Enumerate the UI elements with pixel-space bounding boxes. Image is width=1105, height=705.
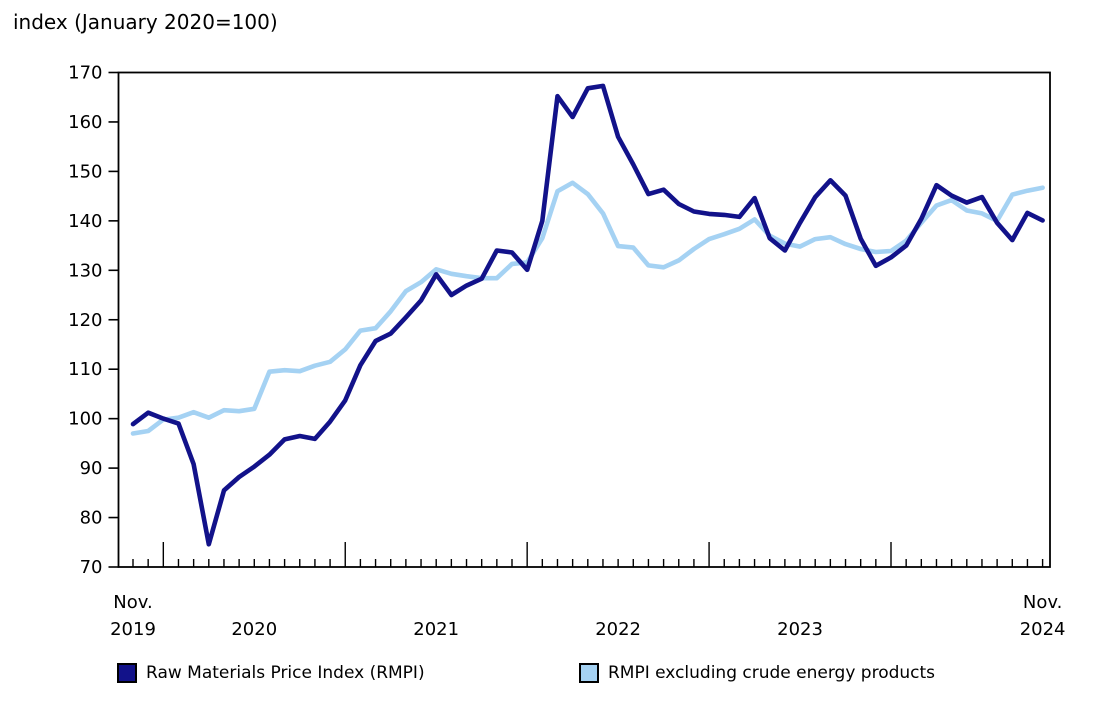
rmpi-swatch: [117, 663, 137, 683]
chart-title: index (January 2020=100): [13, 10, 278, 34]
x-axis-label: 2022: [595, 619, 641, 640]
x-axis-label: 2024: [1020, 619, 1066, 640]
x-axis-label: 2020: [231, 619, 277, 640]
y-tick-label: 160: [68, 112, 102, 133]
legend-item-ex-energy: RMPI excluding crude energy products: [579, 660, 935, 686]
y-tick-label: 150: [68, 161, 102, 182]
y-tick-label: 70: [80, 557, 103, 578]
y-tick-label: 130: [68, 260, 102, 281]
ex-energy-swatch: [579, 663, 599, 683]
y-tick-label: 140: [68, 211, 102, 232]
y-tick-label: 110: [68, 359, 102, 380]
legend-label-rmpi: Raw Materials Price Index (RMPI): [146, 663, 425, 683]
x-axis-label: 2023: [777, 619, 823, 640]
legend-label-ex-energy: RMPI excluding crude energy products: [608, 663, 936, 683]
y-tick-label: 100: [68, 409, 102, 430]
y-tick-label: 170: [68, 63, 102, 84]
y-tick-label: 120: [68, 310, 102, 331]
x-axis-label: Nov.: [1023, 592, 1062, 613]
series-line-rmpi: [130, 83, 1045, 547]
legend-item-rmpi: Raw Materials Price Index (RMPI): [117, 660, 425, 686]
x-axis-label: 2021: [413, 619, 459, 640]
series-line-ex-energy: [130, 180, 1045, 436]
chart-legend: Raw Materials Price Index (RMPI) RMPI ex…: [0, 660, 1105, 690]
y-tick-label: 90: [80, 458, 103, 479]
y-tick-label: 80: [80, 508, 103, 529]
x-axis-label: Nov.: [113, 592, 152, 613]
x-axis-label: 2019: [110, 619, 156, 640]
plot-border: [117, 71, 1051, 568]
